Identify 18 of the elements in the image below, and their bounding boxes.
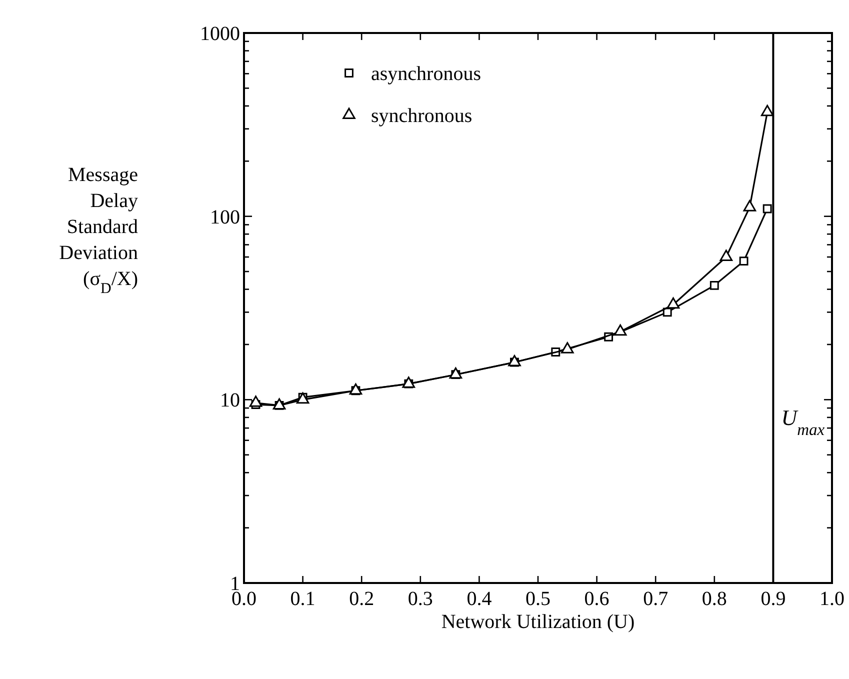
x-axis-title: Network Utilization (U) — [441, 611, 635, 633]
x-tick-label: 0.9 — [760, 588, 786, 610]
y-tick-label: 1000 — [200, 23, 240, 45]
ref-line-label: U$_{max}$ — [781, 405, 826, 439]
x-tick-label: 0.7 — [643, 588, 668, 610]
x-tick-label: 0.6 — [584, 588, 610, 610]
x-tick-label: 0.4 — [466, 588, 492, 610]
y-tick-label: 10 — [220, 390, 240, 412]
legend-label: synchronous — [371, 105, 472, 127]
x-tick-label: 0.5 — [526, 588, 550, 610]
x-tick-label: 1.0 — [820, 588, 844, 610]
y-tick-label: 100 — [210, 206, 240, 228]
x-tick-label: 0.3 — [408, 588, 433, 610]
x-tick-label: 0.8 — [702, 588, 727, 610]
legend-label: asynchronous — [371, 63, 482, 85]
x-tick-label: 0.1 — [290, 588, 316, 610]
y-axis-title: Message Delay Standard Deviation (σ$_{D}$/X) — [59, 164, 138, 297]
x-tick-label: 0.2 — [349, 588, 374, 610]
